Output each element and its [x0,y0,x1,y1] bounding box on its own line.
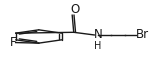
Text: H: H [94,41,102,51]
Text: N: N [94,28,102,41]
Text: Br: Br [136,28,149,41]
Text: F: F [10,36,16,49]
Text: O: O [71,3,80,16]
